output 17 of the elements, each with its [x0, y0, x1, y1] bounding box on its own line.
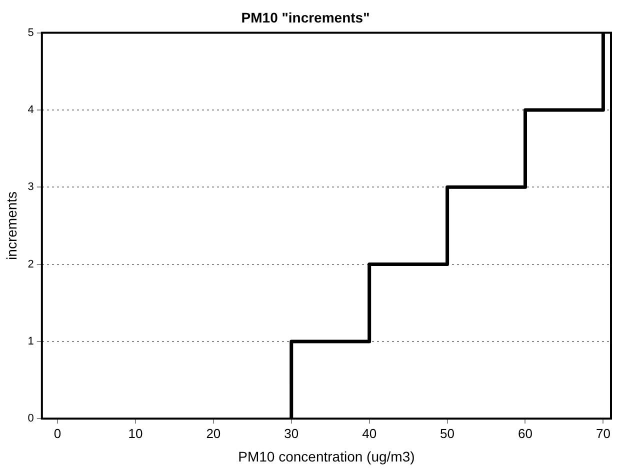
- x-tick-label: 50: [440, 426, 455, 441]
- x-tick-label: 0: [54, 426, 62, 441]
- y-tick-label: 4: [28, 104, 34, 116]
- x-tick-label: 20: [206, 426, 221, 441]
- x-tick-label: 40: [362, 426, 377, 441]
- y-tick-label: 1: [28, 335, 34, 348]
- y-tick-label: 5: [28, 26, 34, 39]
- x-tick-label: 60: [518, 426, 532, 441]
- y-axis-title: increments: [3, 191, 20, 260]
- x-tick-label: 30: [284, 426, 299, 441]
- y-tick-label: 2: [28, 258, 34, 270]
- y-tick-label: 0: [28, 412, 34, 425]
- x-tick-label: 70: [596, 426, 610, 441]
- x-axis-title: PM10 concentration (ug/m3): [238, 448, 415, 464]
- chart-title: PM10 "increments": [241, 9, 370, 26]
- x-tick-label: 10: [128, 426, 143, 441]
- y-tick-label: 3: [28, 181, 34, 194]
